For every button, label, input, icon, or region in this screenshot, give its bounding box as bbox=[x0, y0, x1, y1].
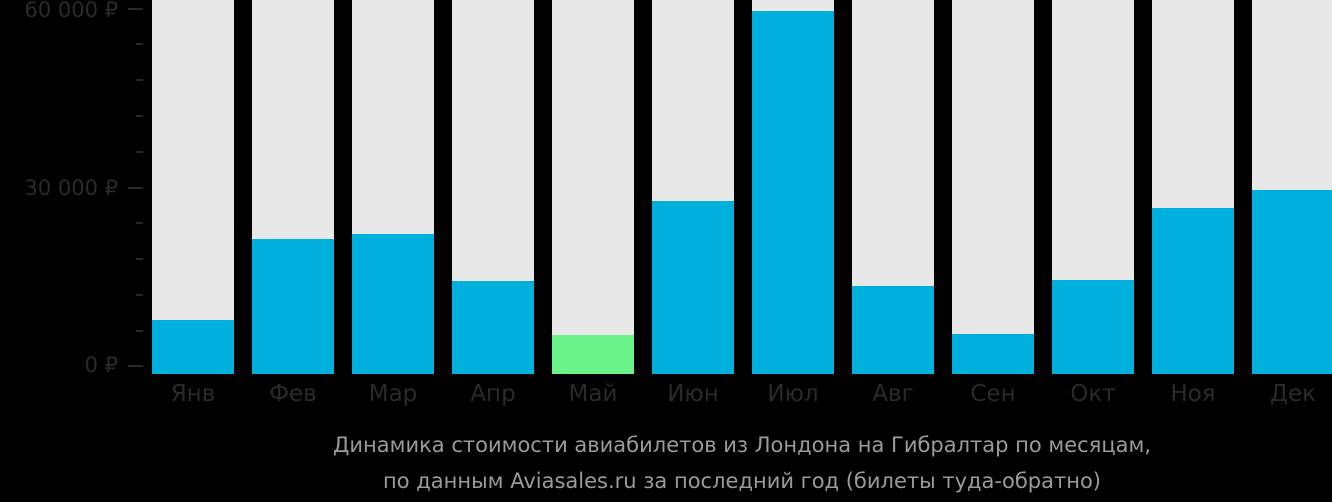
y-label-60000: 60 000 ₽ bbox=[24, 0, 118, 22]
x-label-may: Май bbox=[568, 381, 618, 407]
bar-value-fill bbox=[1252, 189, 1332, 374]
bar-Фев[interactable] bbox=[252, 0, 334, 374]
x-label-oct: Окт bbox=[1070, 381, 1116, 407]
y-tick-minor bbox=[136, 115, 143, 117]
bar-Ноя[interactable] bbox=[1152, 0, 1234, 374]
x-label-jan: Янв bbox=[170, 381, 216, 407]
y-tick-major bbox=[128, 365, 143, 367]
x-label-sep: Сен bbox=[970, 381, 1016, 407]
bar-value-fill bbox=[1152, 207, 1234, 374]
bar-value-fill bbox=[852, 285, 934, 374]
bar-value-fill bbox=[752, 11, 834, 374]
x-label-nov: Ноя bbox=[1170, 381, 1216, 407]
bar-value-fill bbox=[652, 201, 734, 374]
x-label-feb: Фев bbox=[269, 381, 317, 407]
y-tick-major bbox=[128, 187, 143, 189]
bar-value-fill bbox=[352, 234, 434, 374]
y-tick-major bbox=[128, 8, 143, 10]
bar-value-fill bbox=[252, 239, 334, 374]
bar-value-fill bbox=[552, 335, 634, 374]
bar-Янв[interactable] bbox=[152, 0, 234, 374]
y-tick-minor bbox=[136, 151, 143, 153]
y-tick-minor bbox=[136, 294, 143, 296]
y-label-30000: 30 000 ₽ bbox=[24, 176, 118, 200]
y-tick-minor bbox=[136, 330, 143, 332]
bar-Апр[interactable] bbox=[452, 0, 534, 374]
bar-value-fill bbox=[1052, 279, 1134, 374]
x-label-jul: Июл bbox=[767, 381, 819, 407]
x-label-aug: Авг bbox=[872, 381, 914, 407]
y-tick-minor bbox=[136, 222, 143, 224]
chart-caption-line1: Динамика стоимости авиабилетов из Лондон… bbox=[332, 433, 1152, 457]
bar-Сен[interactable] bbox=[952, 0, 1034, 374]
bar-Дек[interactable] bbox=[1252, 0, 1332, 374]
y-label-0: 0 ₽ bbox=[84, 353, 118, 377]
x-label-dec: Дек bbox=[1269, 381, 1316, 407]
x-label-apr: Апр bbox=[470, 381, 516, 407]
y-tick-minor bbox=[136, 258, 143, 260]
bar-Мар[interactable] bbox=[352, 0, 434, 374]
y-tick-minor bbox=[136, 79, 143, 81]
bar-Май[interactable] bbox=[552, 0, 634, 374]
x-label-mar: Мар bbox=[368, 381, 418, 407]
bar-Авг[interactable] bbox=[852, 0, 934, 374]
bar-value-fill bbox=[452, 281, 534, 374]
x-label-jun: Июн bbox=[667, 381, 719, 407]
bar-Июн[interactable] bbox=[652, 0, 734, 374]
bar-Июл[interactable] bbox=[752, 0, 834, 374]
bar-value-fill bbox=[952, 333, 1034, 374]
y-tick-minor bbox=[136, 43, 143, 45]
chart-caption-line2: по данным Aviasales.ru за последний год … bbox=[383, 469, 1101, 493]
bar-value-fill bbox=[152, 320, 234, 374]
bar-Окт[interactable] bbox=[1052, 0, 1134, 374]
